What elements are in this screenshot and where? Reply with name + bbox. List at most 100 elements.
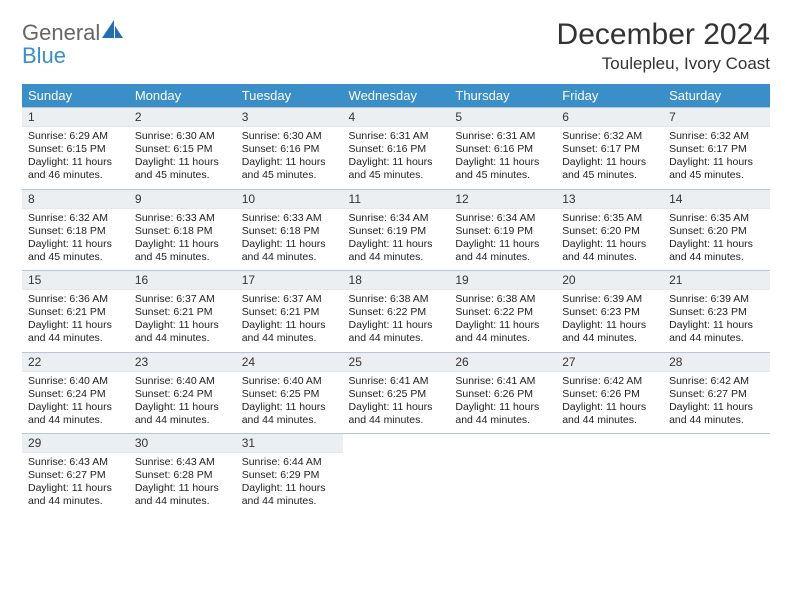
sunrise-line: Sunrise: 6:30 AM [135,130,230,143]
sunset-line: Sunset: 6:25 PM [349,388,444,401]
sunset-line: Sunset: 6:27 PM [669,388,764,401]
calendar-cell: .. [343,434,450,515]
calendar-cell: 6Sunrise: 6:32 AMSunset: 6:17 PMDaylight… [556,108,663,190]
calendar-cell: .. [449,434,556,515]
sunrise-line: Sunrise: 6:31 AM [349,130,444,143]
day-body: Sunrise: 6:33 AMSunset: 6:18 PMDaylight:… [129,209,236,271]
day-body: Sunrise: 6:44 AMSunset: 6:29 PMDaylight:… [236,453,343,515]
daylight-line: Daylight: 11 hours and 45 minutes. [242,156,337,182]
daylight-line: Daylight: 11 hours and 45 minutes. [28,238,123,264]
sunrise-line: Sunrise: 6:41 AM [455,375,550,388]
day-number: 17 [236,271,343,290]
calendar-cell: 14Sunrise: 6:35 AMSunset: 6:20 PMDayligh… [663,189,770,271]
day-number: 23 [129,353,236,372]
day-body: Sunrise: 6:42 AMSunset: 6:27 PMDaylight:… [663,372,770,434]
sunrise-line: Sunrise: 6:29 AM [28,130,123,143]
calendar-cell: 22Sunrise: 6:40 AMSunset: 6:24 PMDayligh… [22,352,129,434]
sunrise-line: Sunrise: 6:37 AM [242,293,337,306]
calendar-cell: 21Sunrise: 6:39 AMSunset: 6:23 PMDayligh… [663,271,770,353]
day-body: Sunrise: 6:34 AMSunset: 6:19 PMDaylight:… [343,209,450,271]
sunset-line: Sunset: 6:19 PM [455,225,550,238]
header-bar: General Blue December 2024 Toulepleu, Iv… [22,18,770,74]
calendar-row: 29Sunrise: 6:43 AMSunset: 6:27 PMDayligh… [22,434,770,515]
calendar-row: 8Sunrise: 6:32 AMSunset: 6:18 PMDaylight… [22,189,770,271]
daylight-line: Daylight: 11 hours and 44 minutes. [669,319,764,345]
calendar-cell: 15Sunrise: 6:36 AMSunset: 6:21 PMDayligh… [22,271,129,353]
calendar-cell: .. [663,434,770,515]
daylight-line: Daylight: 11 hours and 44 minutes. [242,482,337,508]
sunrise-line: Sunrise: 6:34 AM [349,212,444,225]
day-body: Sunrise: 6:30 AMSunset: 6:16 PMDaylight:… [236,127,343,189]
day-body: Sunrise: 6:35 AMSunset: 6:20 PMDaylight:… [663,209,770,271]
sunrise-line: Sunrise: 6:31 AM [455,130,550,143]
daylight-line: Daylight: 11 hours and 44 minutes. [562,319,657,345]
day-number: 10 [236,190,343,209]
day-number: 20 [556,271,663,290]
day-body: Sunrise: 6:39 AMSunset: 6:23 PMDaylight:… [663,290,770,352]
day-body: Sunrise: 6:32 AMSunset: 6:17 PMDaylight:… [663,127,770,189]
sunset-line: Sunset: 6:20 PM [562,225,657,238]
daylight-line: Daylight: 11 hours and 44 minutes. [349,238,444,264]
sunset-line: Sunset: 6:27 PM [28,469,123,482]
day-body: Sunrise: 6:38 AMSunset: 6:22 PMDaylight:… [449,290,556,352]
daylight-line: Daylight: 11 hours and 44 minutes. [242,238,337,264]
day-number: 4 [343,108,450,127]
day-body: Sunrise: 6:36 AMSunset: 6:21 PMDaylight:… [22,290,129,352]
day-number: 21 [663,271,770,290]
sunrise-line: Sunrise: 6:34 AM [455,212,550,225]
day-number: 14 [663,190,770,209]
sunrise-line: Sunrise: 6:32 AM [669,130,764,143]
day-number: 12 [449,190,556,209]
day-body: Sunrise: 6:41 AMSunset: 6:25 PMDaylight:… [343,372,450,434]
daylight-line: Daylight: 11 hours and 44 minutes. [349,401,444,427]
calendar-cell: 2Sunrise: 6:30 AMSunset: 6:15 PMDaylight… [129,108,236,190]
sunset-line: Sunset: 6:17 PM [562,143,657,156]
daylight-line: Daylight: 11 hours and 45 minutes. [135,238,230,264]
day-body: Sunrise: 6:35 AMSunset: 6:20 PMDaylight:… [556,209,663,271]
sunset-line: Sunset: 6:20 PM [669,225,764,238]
day-body: Sunrise: 6:29 AMSunset: 6:15 PMDaylight:… [22,127,129,189]
day-body: Sunrise: 6:43 AMSunset: 6:27 PMDaylight:… [22,453,129,515]
weekday-header: Thursday [449,84,556,108]
weekday-header: Saturday [663,84,770,108]
day-number: 9 [129,190,236,209]
sunset-line: Sunset: 6:17 PM [669,143,764,156]
sunset-line: Sunset: 6:21 PM [28,306,123,319]
day-number: 26 [449,353,556,372]
calendar-row: 1Sunrise: 6:29 AMSunset: 6:15 PMDaylight… [22,108,770,190]
sunrise-line: Sunrise: 6:37 AM [135,293,230,306]
calendar-cell: 25Sunrise: 6:41 AMSunset: 6:25 PMDayligh… [343,352,450,434]
calendar-cell: 8Sunrise: 6:32 AMSunset: 6:18 PMDaylight… [22,189,129,271]
sunset-line: Sunset: 6:26 PM [562,388,657,401]
day-number: 3 [236,108,343,127]
location-subtitle: Toulepleu, Ivory Coast [557,54,770,74]
title-block: December 2024 Toulepleu, Ivory Coast [557,18,770,74]
calendar-cell: 16Sunrise: 6:37 AMSunset: 6:21 PMDayligh… [129,271,236,353]
weekday-header: Sunday [22,84,129,108]
daylight-line: Daylight: 11 hours and 44 minutes. [562,238,657,264]
day-number: 25 [343,353,450,372]
calendar-cell: 18Sunrise: 6:38 AMSunset: 6:22 PMDayligh… [343,271,450,353]
sunset-line: Sunset: 6:25 PM [242,388,337,401]
sunset-line: Sunset: 6:18 PM [135,225,230,238]
daylight-line: Daylight: 11 hours and 45 minutes. [562,156,657,182]
calendar-cell: 1Sunrise: 6:29 AMSunset: 6:15 PMDaylight… [22,108,129,190]
sunset-line: Sunset: 6:24 PM [28,388,123,401]
day-number: 15 [22,271,129,290]
day-number: 16 [129,271,236,290]
daylight-line: Daylight: 11 hours and 44 minutes. [669,238,764,264]
day-body: Sunrise: 6:34 AMSunset: 6:19 PMDaylight:… [449,209,556,271]
sunset-line: Sunset: 6:15 PM [135,143,230,156]
brand-word-1: General [22,20,100,45]
sunset-line: Sunset: 6:15 PM [28,143,123,156]
calendar-cell: 24Sunrise: 6:40 AMSunset: 6:25 PMDayligh… [236,352,343,434]
calendar-cell: 28Sunrise: 6:42 AMSunset: 6:27 PMDayligh… [663,352,770,434]
daylight-line: Daylight: 11 hours and 44 minutes. [455,238,550,264]
day-number: 7 [663,108,770,127]
sunset-line: Sunset: 6:23 PM [562,306,657,319]
day-body: Sunrise: 6:37 AMSunset: 6:21 PMDaylight:… [236,290,343,352]
month-title: December 2024 [557,18,770,52]
calendar-cell: 20Sunrise: 6:39 AMSunset: 6:23 PMDayligh… [556,271,663,353]
daylight-line: Daylight: 11 hours and 44 minutes. [242,401,337,427]
day-body: Sunrise: 6:40 AMSunset: 6:24 PMDaylight:… [129,372,236,434]
